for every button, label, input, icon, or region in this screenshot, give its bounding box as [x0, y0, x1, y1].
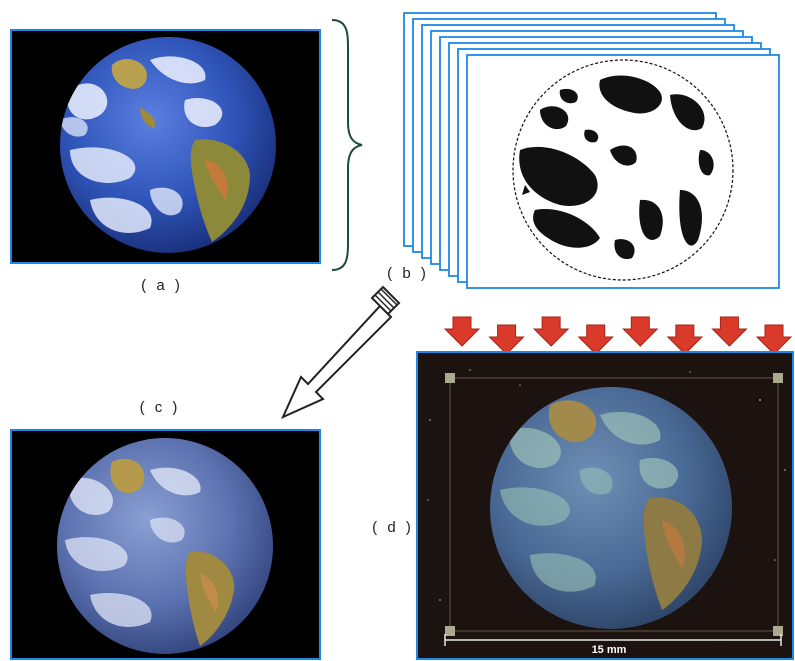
panel-a	[10, 29, 321, 264]
earth-a-globe	[60, 37, 276, 253]
red-arrow	[756, 324, 792, 355]
red-arrow	[489, 324, 525, 355]
curly-brace	[331, 19, 363, 271]
red-arrow	[533, 316, 569, 347]
corner-mark-tr	[773, 373, 783, 383]
panel-c	[10, 429, 321, 660]
earth-d-globe	[490, 387, 732, 629]
label-c: ( c )	[140, 399, 181, 416]
corner-mark-tl	[445, 373, 455, 383]
scale-bar: 15 mm	[444, 634, 782, 656]
earth-c-globe	[57, 438, 273, 654]
glass-plate-outline	[449, 377, 779, 632]
label-a: ( a )	[141, 277, 183, 294]
pencil-arrow	[281, 285, 401, 419]
panel-d: 15 mm	[416, 351, 794, 660]
corner-mark-bl	[445, 626, 455, 636]
label-d: ( d )	[372, 519, 414, 536]
red-arrow	[667, 324, 703, 355]
scale-bar-label: 15 mm	[592, 644, 627, 656]
panel-b-bitmap	[512, 59, 734, 281]
red-arrows	[444, 316, 792, 355]
red-arrow	[622, 316, 658, 347]
red-arrow	[711, 316, 747, 347]
panel-b-stack	[403, 12, 780, 289]
red-arrow	[444, 316, 480, 347]
label-b: ( b )	[387, 265, 429, 282]
red-arrow	[578, 324, 614, 355]
corner-mark-br	[773, 626, 783, 636]
